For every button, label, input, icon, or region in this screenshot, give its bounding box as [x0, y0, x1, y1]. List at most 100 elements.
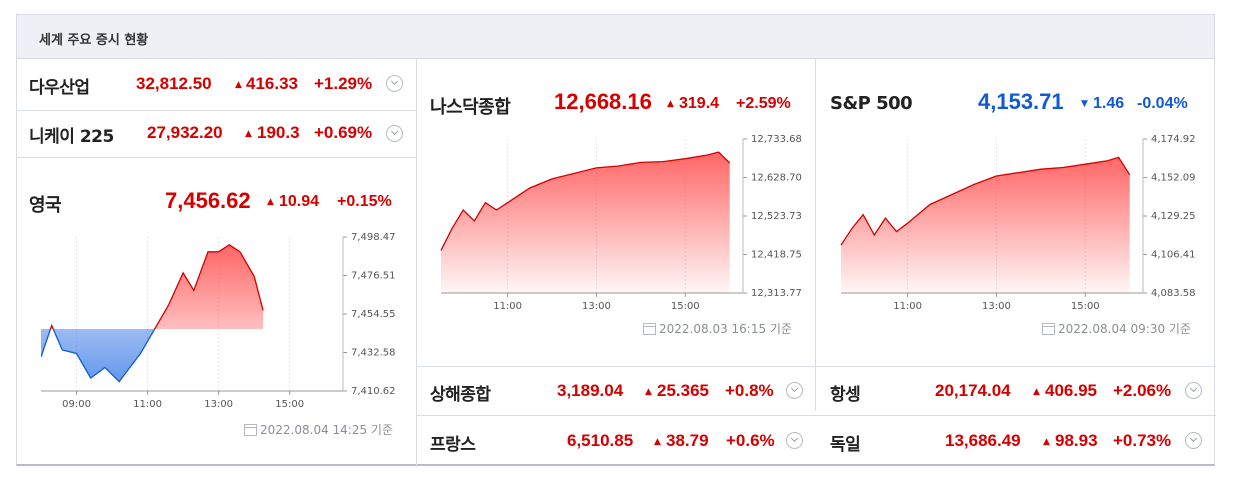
market-pct: +1.29% [314, 74, 373, 93]
chart-price: 12,668.16 [554, 89, 652, 114]
panel-header: 세계 주요 증시 현황 [17, 15, 1214, 59]
x-tick-label: 11:00 [133, 399, 162, 410]
chart-change: 1.46 [1093, 95, 1125, 112]
column-divider [815, 59, 816, 411]
chart-title: S&P 500 [830, 93, 913, 114]
market-name: 항셍 [830, 385, 861, 405]
series-line-up [49, 244, 264, 329]
chart-pct: +2.59% [736, 95, 791, 112]
x-tick-label: 13:00 [982, 301, 1011, 312]
market-name: 니케이 225 [29, 127, 114, 147]
x-tick-label: 15:00 [671, 301, 700, 312]
chart-title: 영국 [29, 195, 62, 216]
up-arrow-icon: ▲ [654, 437, 661, 447]
y-tick-label: 12,628.70 [751, 173, 802, 184]
market-pct: +0.69% [314, 123, 373, 142]
chart-title: 나스닥종합 [430, 97, 511, 118]
series-line [440, 151, 731, 251]
chart-timestamp: 2022.08.04 09:30 기준 [1042, 320, 1191, 337]
y-tick-label: 7,410.62 [351, 386, 396, 397]
x-tick-label: 09:00 [62, 399, 91, 410]
y-tick-label: 4,106.41 [1151, 250, 1196, 261]
market-price: 32,812.50 [136, 74, 212, 93]
up-arrow-icon: ▲ [645, 387, 652, 397]
area-below-baseline [41, 328, 264, 382]
y-tick-label: 4,152.09 [1151, 173, 1196, 184]
chart-price: 4,153.71 [978, 89, 1064, 114]
chart-timestamp: 2022.08.03 16:15 기준 [643, 320, 792, 337]
row-divider [416, 415, 1216, 416]
series-area [441, 152, 730, 293]
up-arrow-icon: ▲ [235, 80, 242, 90]
y-tick-label: 12,733.68 [751, 134, 802, 145]
y-tick-label: 7,476.51 [351, 271, 396, 282]
chevron-down-icon[interactable] [1185, 432, 1202, 449]
series-line-down [41, 328, 156, 383]
y-tick-label: 12,418.75 [751, 250, 802, 261]
calendar-icon [244, 424, 257, 436]
calendar-icon [1042, 323, 1055, 335]
market-pct: +0.73% [1113, 431, 1172, 450]
row-divider [17, 110, 416, 111]
market-pct: +0.6% [726, 431, 775, 450]
chevron-down-icon[interactable] [386, 75, 403, 92]
market-price: 6,510.85 [567, 431, 634, 450]
y-tick-label: 7,498.47 [351, 232, 396, 243]
x-tick-label: 13:00 [582, 301, 611, 312]
chart-pct: +0.15% [337, 193, 392, 210]
chevron-down-icon[interactable] [786, 432, 803, 449]
chevron-down-icon[interactable] [1185, 382, 1202, 399]
market-name: 프랑스 [430, 435, 476, 455]
uk-index-chart: 7,498.47 7,476.51 7,454.55 7,432.58 7,410.62… [41, 232, 396, 410]
area-above-baseline [50, 244, 264, 329]
up-arrow-icon: ▲ [1033, 387, 1040, 397]
chart-pct: -0.04% [1137, 95, 1188, 112]
column-divider [416, 59, 417, 467]
chart-price: 7,456.62 [165, 188, 251, 213]
market-change: 416.33 [246, 74, 298, 93]
calendar-icon [643, 323, 656, 335]
x-tick-label: 11:00 [893, 301, 922, 312]
nasdaq-index-chart: 12,733.68 12,628.70 12,523.73 12,418.75 12,3… [440, 134, 802, 312]
y-tick-label: 12,313.77 [751, 288, 802, 299]
x-tick-label: 13:00 [204, 399, 233, 410]
down-arrow-icon: ▼ [1081, 99, 1088, 109]
y-tick-label: 4,129.25 [1151, 211, 1196, 222]
up-arrow-icon: ▲ [245, 129, 252, 139]
y-tick-label: 7,454.55 [351, 309, 396, 320]
up-arrow-icon: ▲ [667, 99, 674, 109]
y-tick-label: 7,432.58 [351, 348, 396, 359]
market-price: 3,189.04 [557, 381, 624, 400]
market-name: 상해종합 [430, 385, 491, 405]
market-pct: +2.06% [1113, 381, 1172, 400]
chart-timestamp: 2022.08.04 14:25 기준 [244, 421, 393, 438]
chevron-down-icon[interactable] [386, 125, 403, 142]
chart-change: 10.94 [279, 193, 320, 210]
market-change: 190.3 [257, 123, 300, 142]
market-price: 13,686.49 [945, 431, 1021, 450]
row-divider [416, 366, 1216, 367]
y-tick-label: 4,174.92 [1151, 134, 1196, 145]
x-tick-label: 15:00 [1071, 301, 1100, 312]
series-area [841, 157, 1130, 293]
market-change: 98.93 [1055, 431, 1098, 450]
x-tick-label: 15:00 [275, 399, 304, 410]
series-line [840, 156, 1131, 246]
market-price: 27,932.20 [147, 123, 223, 142]
chart-change: 319.4 [679, 95, 720, 112]
row-divider [17, 157, 416, 158]
market-name: 다우산업 [29, 78, 90, 98]
market-change: 25.365 [657, 381, 709, 400]
sp500-index-chart: 4,174.92 4,152.09 4,129.25 4,106.41 4,083.58… [840, 134, 1196, 312]
y-tick-label: 12,523.73 [751, 211, 802, 222]
market-name: 독일 [830, 435, 861, 455]
market-pct: +0.8% [725, 381, 774, 400]
up-arrow-icon: ▲ [267, 197, 274, 207]
up-arrow-icon: ▲ [1043, 437, 1050, 447]
chevron-down-icon[interactable] [786, 382, 803, 399]
market-price: 20,174.04 [935, 381, 1011, 400]
market-change: 38.79 [666, 431, 709, 450]
world-markets-panel: 세계 주요 증시 현황 다우산업 32,812.50 ▲ 416.33 +1.2… [16, 14, 1216, 467]
x-tick-label: 11:00 [493, 301, 522, 312]
panel-title: 세계 주요 증시 현황 [39, 33, 149, 48]
